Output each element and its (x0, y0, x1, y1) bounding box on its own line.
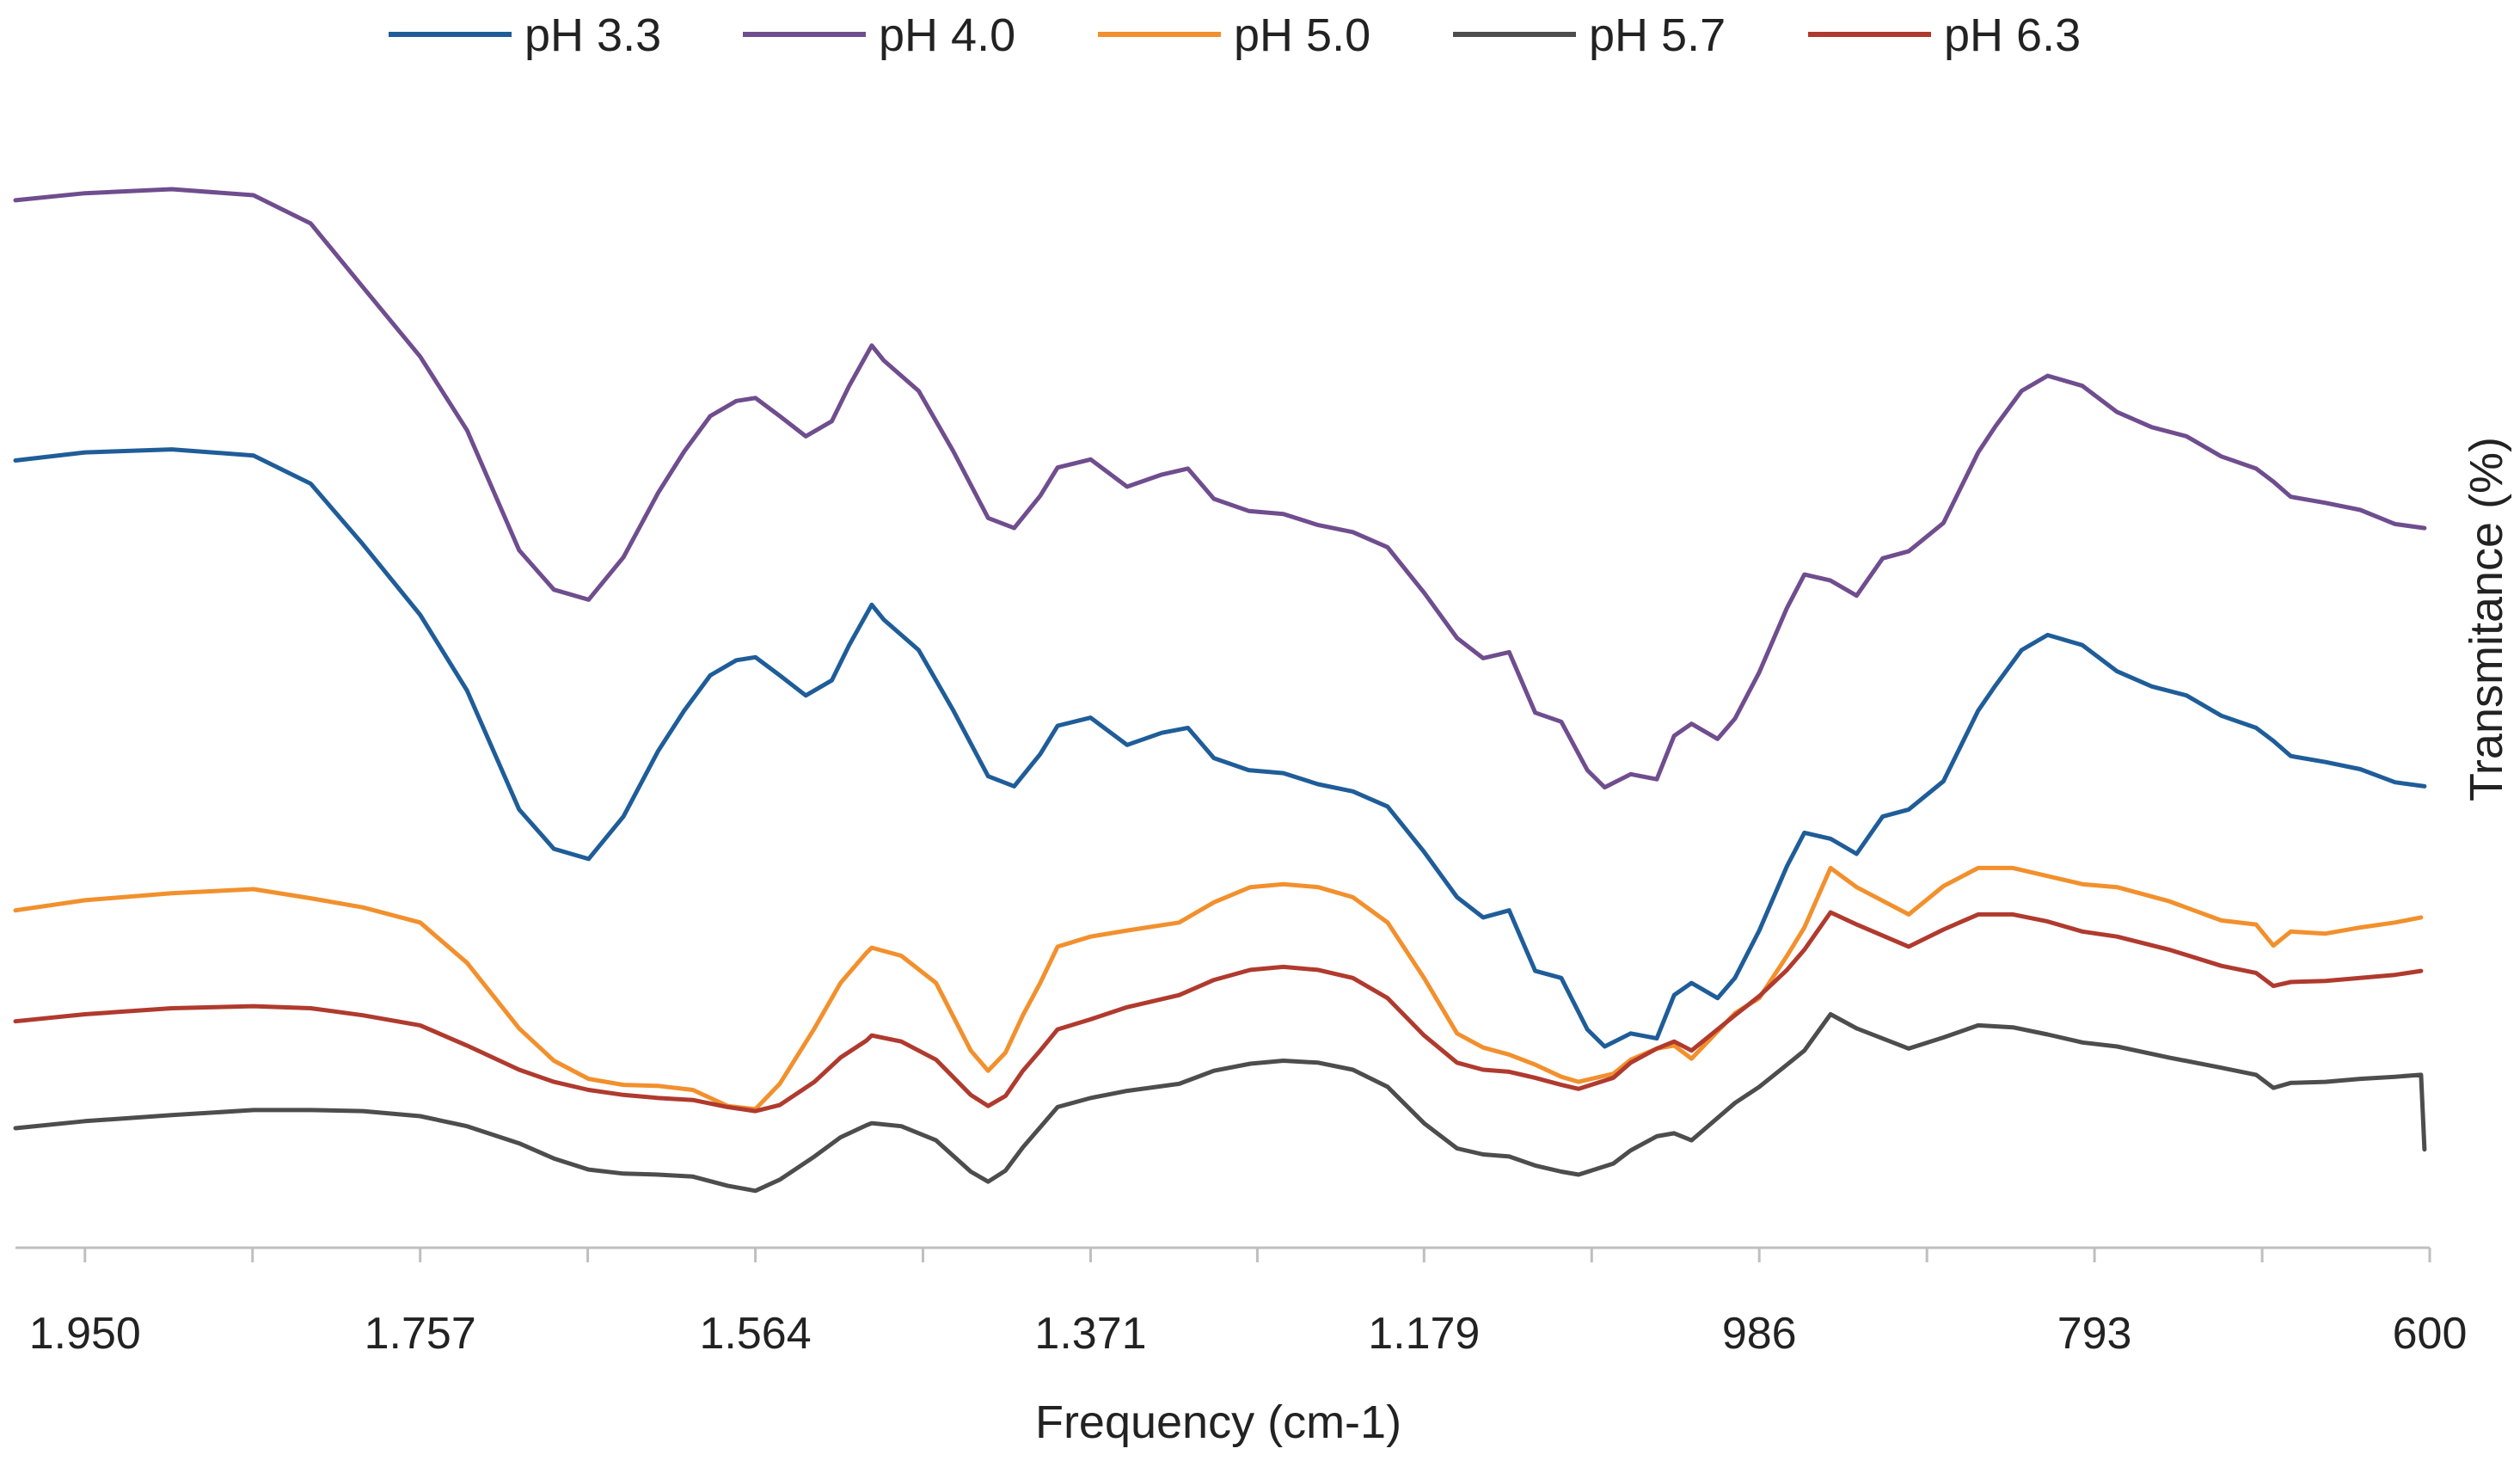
series-line-ph-3-3 (13, 447, 2427, 1049)
series-line-ph-5-7 (13, 1012, 2427, 1194)
series-line-ph-6-3 (13, 910, 2424, 1114)
legend-label: pH 5.0 (1234, 9, 1370, 61)
x-tick-label: 600 (2393, 1309, 2468, 1359)
x-tick-label: 1.371 (1034, 1309, 1146, 1359)
legend-label: pH 3.3 (524, 9, 661, 61)
legend-label: pH 4.0 (879, 9, 1015, 61)
x-tick-label: 986 (1722, 1309, 1797, 1359)
legend-label: pH 5.7 (1589, 9, 1726, 61)
x-axis: 1.950 1.757 1.564 1.371 1.179 986 793 600 (15, 1246, 2468, 1359)
legend-item-ph-5-7[interactable]: pH 5.7 (1453, 9, 1726, 61)
legend-item-ph-5-0[interactable]: pH 5.0 (1098, 9, 1370, 61)
x-tick-label: 1.564 (700, 1309, 812, 1359)
series-layer (13, 187, 2427, 1194)
x-axis-title: Frequency (cm-1) (1035, 1396, 1401, 1448)
series-line-ph-5-0 (13, 865, 2424, 1112)
legend-item-ph-3-3[interactable]: pH 3.3 (389, 9, 661, 61)
legend: pH 3.3 pH 4.0 pH 5.0 pH 5.7 pH 6.3 (389, 9, 2081, 61)
x-tick-label: 793 (2057, 1309, 2132, 1359)
x-tick-label: 1.757 (365, 1309, 476, 1359)
x-tick-label: 1.950 (29, 1309, 141, 1359)
series-line-ph-4-0 (13, 187, 2427, 790)
legend-label: pH 6.3 (1944, 9, 2081, 61)
x-ticks: 1.950 1.757 1.564 1.371 1.179 986 793 600 (29, 1248, 2468, 1359)
legend-item-ph-6-3[interactable]: pH 6.3 (1808, 9, 2081, 61)
x-tick-label: 1.179 (1368, 1309, 1480, 1359)
legend-item-ph-4-0[interactable]: pH 4.0 (743, 9, 1015, 61)
y-axis-title: Transmitance (%) (2461, 437, 2512, 801)
